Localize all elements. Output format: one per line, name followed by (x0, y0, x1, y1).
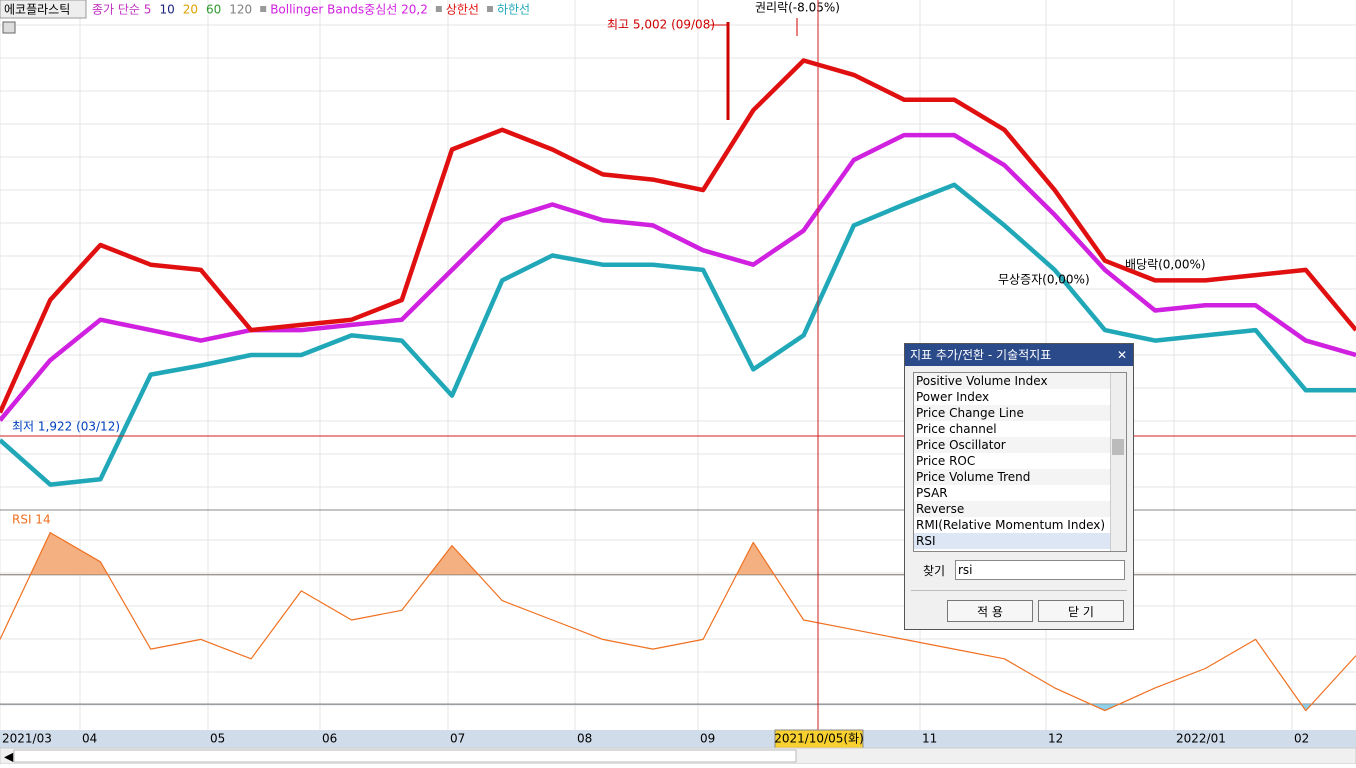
time-label: 06 (322, 732, 337, 746)
indicator-item[interactable]: RMI(Relative Momentum Index) (916, 518, 1106, 532)
legend-item: 하한선 (497, 3, 530, 17)
time-label: 11 (922, 732, 937, 746)
indicator-item[interactable]: Price Oscillator (914, 437, 1126, 453)
time-label: 2022/01 (1176, 732, 1226, 746)
indicator-item[interactable]: Price channel (916, 422, 997, 436)
dialog-title-text: 지표 추가/전환 - 기술적지표 (910, 348, 1052, 362)
plot: 최고 5,002 (09/08) 권리락(-8.05%) 최저 1,922 (03/… (0, 1, 1356, 712)
list-scroll-thumb[interactable] (1112, 439, 1124, 455)
indicator-item[interactable]: Reverse (914, 501, 1126, 517)
indicator-item[interactable]: Positive Volume Index (914, 373, 1126, 389)
series-line (0, 58, 1356, 414)
apply-button[interactable]: 적 용 (947, 600, 1033, 622)
annotation: 권리락(-8.05%) (755, 1, 840, 15)
time-label: 04 (82, 732, 97, 746)
indicator-item[interactable]: Price Volume Trend (914, 469, 1126, 485)
search-label: 찾기 (923, 564, 946, 578)
dialog-close-x[interactable]: ✕ (1116, 348, 1127, 362)
time-label: 09 (700, 732, 715, 746)
series-line (0, 182, 1356, 487)
annotation: 무상증자(0,00%) (998, 273, 1090, 287)
time-axis-labels: 2021/03 04 05 06 07 08 09 11 12 2022/01 02 (2, 732, 1309, 746)
series-line (0, 132, 1356, 422)
time-label: 05 (210, 732, 225, 746)
stock-button[interactable] (0, 0, 87, 19)
stock-name: 에코플라스틱 (4, 3, 70, 17)
indicator-item[interactable]: Price Change Line (914, 405, 1126, 421)
annotation: 최고 5,002 (09/08) (607, 18, 715, 32)
time-label: 08 (577, 732, 592, 746)
indicator-item[interactable]: Price ROC (916, 454, 976, 468)
search-input[interactable]: rsi (955, 560, 1125, 580)
scroll-left[interactable]: ◀ (4, 750, 14, 764)
legend-item: 60 (206, 3, 221, 17)
scroll-thumb[interactable] (13, 749, 797, 763)
indicator-list: Positive Volume Index Power Index Price Ch… (913, 372, 1127, 552)
time-axis (0, 730, 1356, 748)
annotation: 최저 1,922 (03/12) (12, 420, 120, 434)
legend-item: Bollinger Bands중심선 20,2 (270, 3, 428, 17)
indicator-item[interactable]: PSAR (916, 486, 948, 500)
time-label: 2021/03 (2, 732, 52, 746)
time-label: 12 (1048, 732, 1063, 746)
separator (911, 590, 1127, 591)
time-label: 07 (450, 732, 465, 746)
close-button[interactable]: 닫 기 (1038, 600, 1124, 622)
legend-swatch (486, 6, 493, 12)
legend-item: 10 (159, 3, 174, 17)
time-label: 02 (1294, 732, 1309, 746)
rsi-title: RSI 14 (12, 513, 51, 527)
table-icon[interactable] (2, 21, 16, 34)
legend-swatch (435, 6, 442, 12)
indicator-dialog: 지표 추가/전환 - 기술적지표 ✕ Positive Volume Index P… (904, 343, 1134, 630)
oversold-area (0, 704, 1356, 711)
indicator-item[interactable]: RSI (914, 533, 1126, 549)
indicator-item[interactable]: Power Index (916, 390, 990, 404)
legend-item: 종가 단순 5 (92, 3, 151, 17)
legend-item: 120 (229, 3, 252, 17)
series-line (0, 532, 1356, 712)
cursor-date: 2021/10/05(화) (774, 732, 864, 746)
overbought-area (30, 532, 775, 575)
legend-item: 20 (183, 3, 198, 17)
legend: 종가 단순 5 10 20 60 120 Bollinger Bands중심선 20,2 상… (92, 3, 530, 17)
legend-swatch (260, 6, 267, 12)
legend-item: 상한선 (446, 3, 479, 17)
annotation: 배당락(0,00%) (1125, 258, 1206, 272)
list-scrollbar[interactable] (1110, 373, 1126, 551)
dialog-title: 지표 추가/전환 - 기술적지표 ✕ (905, 344, 1133, 366)
